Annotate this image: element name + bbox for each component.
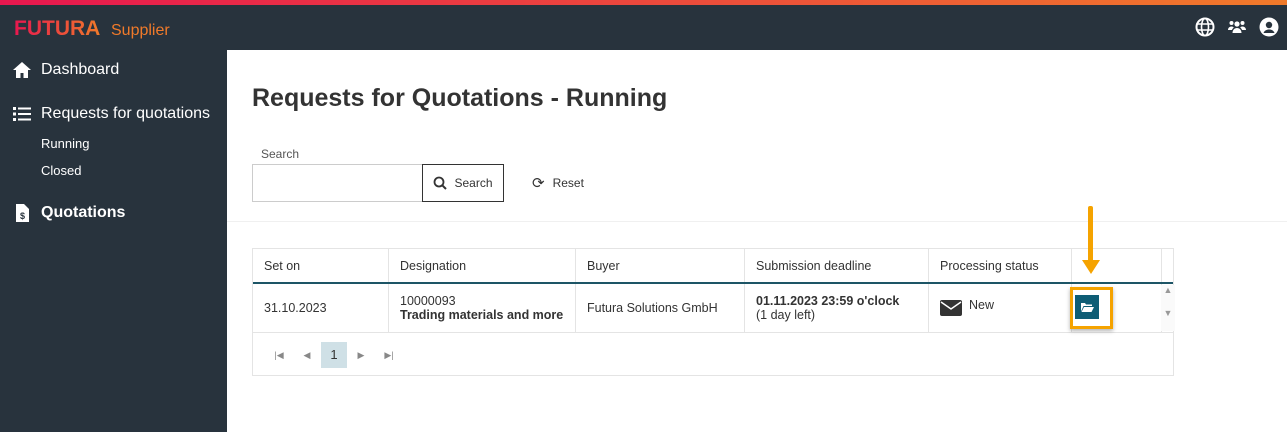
open-rfq-button[interactable] bbox=[1075, 295, 1099, 319]
next-page-button[interactable]: ▶ bbox=[357, 349, 365, 360]
search-button[interactable]: Search bbox=[422, 164, 504, 202]
cell-designation: Trading materials and more bbox=[400, 308, 564, 322]
table-scrollbar[interactable]: ▲ ▼ bbox=[1161, 285, 1175, 331]
home-icon bbox=[13, 62, 31, 78]
globe-icon[interactable] bbox=[1195, 17, 1215, 37]
row-divider bbox=[253, 332, 1173, 333]
rfq-table: Set on Designation Buyer Submission dead… bbox=[252, 248, 1174, 376]
cell-status: New bbox=[969, 298, 995, 312]
page-title: Requests for Quotations - Running bbox=[252, 84, 668, 112]
sidebar-item-quotations[interactable]: $ Quotations bbox=[12, 203, 125, 223]
column-header-buyer[interactable]: Buyer bbox=[576, 249, 745, 282]
last-page-button[interactable]: ▶| bbox=[384, 349, 394, 360]
annotation-arrowhead bbox=[1082, 260, 1100, 274]
reset-button[interactable]: ⟳ Reset bbox=[532, 174, 584, 192]
logo[interactable]: FUTURA bbox=[14, 17, 101, 40]
reset-button-label: Reset bbox=[552, 176, 584, 190]
invoice-dollar-icon: $ bbox=[16, 204, 29, 222]
page-button-current[interactable]: 1 bbox=[321, 342, 347, 368]
users-icon[interactable] bbox=[1227, 17, 1247, 37]
cell-buyer: Futura Solutions GmbH bbox=[587, 301, 718, 315]
list-icon bbox=[13, 107, 31, 121]
search-icon bbox=[434, 176, 448, 190]
envelope-icon bbox=[940, 300, 962, 316]
sidebar-subitem-running[interactable]: Running bbox=[41, 136, 90, 151]
sidebar-item-label: Requests for quotations bbox=[41, 105, 210, 122]
user-circle-icon[interactable] bbox=[1259, 17, 1279, 37]
sidebar-item-label: Quotations bbox=[41, 204, 126, 221]
column-header-actions bbox=[1072, 249, 1162, 282]
search-button-label: Search bbox=[454, 176, 493, 190]
header-divider bbox=[253, 282, 1173, 284]
annotation-highlight-box bbox=[1070, 287, 1113, 329]
pager: |◀ ◀ 1 ▶ ▶| bbox=[265, 342, 403, 368]
column-header-designation[interactable]: Designation bbox=[389, 249, 576, 282]
sidebar: Dashboard Requests for quotations Runnin… bbox=[0, 50, 227, 432]
column-header-deadline[interactable]: Submission deadline bbox=[745, 249, 929, 282]
annotation-arrow bbox=[1088, 206, 1093, 262]
sidebar-item-requests[interactable]: Requests for quotations bbox=[12, 104, 210, 124]
first-page-button[interactable]: |◀ bbox=[274, 349, 284, 360]
logo-subtitle: Supplier bbox=[111, 22, 170, 39]
sidebar-item-dashboard[interactable]: Dashboard bbox=[12, 60, 119, 80]
cell-deadline-note: (1 day left) bbox=[756, 308, 816, 322]
main-content: Requests for Quotations - Running Search… bbox=[227, 50, 1287, 432]
cell-designation-number: 10000093 bbox=[400, 294, 456, 308]
divider bbox=[227, 221, 1287, 222]
scroll-up-icon[interactable]: ▲ bbox=[1163, 285, 1173, 295]
cell-deadline: 01.11.2023 23:59 o'clock bbox=[756, 294, 900, 308]
column-header-set-on[interactable]: Set on bbox=[253, 249, 389, 282]
search-label: Search bbox=[261, 147, 300, 161]
svg-text:$: $ bbox=[20, 211, 25, 221]
folder-open-icon bbox=[1080, 302, 1094, 312]
top-bar: FUTURA Supplier bbox=[0, 5, 1287, 50]
sidebar-subitem-closed[interactable]: Closed bbox=[41, 163, 82, 178]
refresh-icon: ⟳ bbox=[532, 175, 545, 192]
cell-set-on: 31.10.2023 bbox=[264, 301, 327, 315]
column-header-status[interactable]: Processing status bbox=[929, 249, 1072, 282]
search-input[interactable] bbox=[252, 164, 423, 202]
sidebar-item-label: Dashboard bbox=[41, 61, 120, 78]
prev-page-button[interactable]: ◀ bbox=[303, 349, 311, 360]
scroll-down-icon[interactable]: ▼ bbox=[1163, 308, 1173, 318]
brand-stripe bbox=[0, 0, 1287, 5]
